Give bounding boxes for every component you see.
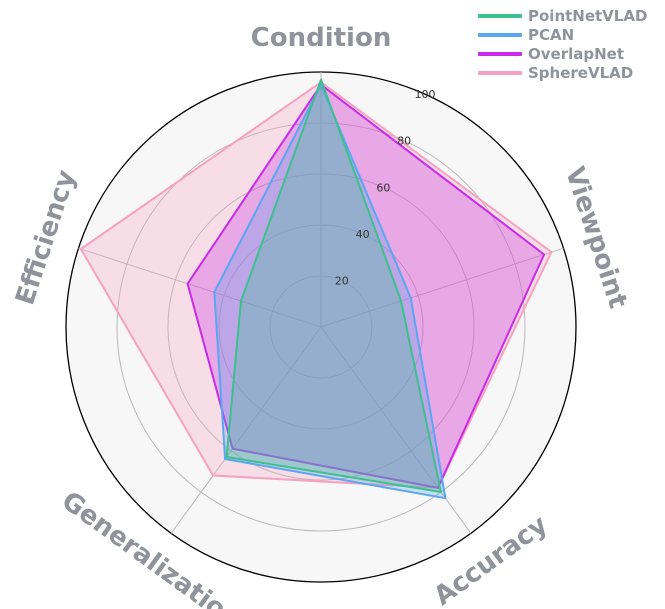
series-spherevlad-polygon — [79, 81, 553, 489]
legend-swatch — [478, 13, 522, 18]
radial-tick-label: 80 — [397, 135, 411, 148]
radial-tick-label: 20 — [335, 274, 349, 287]
legend-item: PointNetVLAD — [478, 6, 647, 25]
legend-item: OverlapNet — [478, 44, 647, 63]
series-overlapnet-polygon — [186, 83, 546, 489]
legend-swatch — [478, 70, 522, 75]
legend-item: SphereVLAD — [478, 63, 647, 82]
legend-label: SphereVLAD — [528, 63, 634, 82]
radial-tick-label: 60 — [376, 181, 390, 194]
radial-tick-label: 40 — [356, 228, 370, 241]
legend-label: OverlapNet — [528, 44, 624, 63]
legend-label: PointNetVLAD — [528, 6, 648, 25]
series-pcan-polygon — [213, 83, 447, 500]
legend: PointNetVLAD PCAN OverlapNet SphereVLAD — [478, 6, 647, 82]
legend-label: PCAN — [528, 25, 575, 44]
axis-spoke — [170, 326, 322, 534]
legend-item: PCAN — [478, 25, 647, 44]
legend-swatch — [478, 32, 522, 37]
axis-spoke — [78, 247, 322, 328]
legend-swatch — [478, 51, 522, 56]
axis-label-condition: Condition — [251, 23, 392, 53]
series-pointnetvlad-polygon — [225, 78, 442, 493]
axis-spoke — [320, 247, 564, 328]
radial-tick-label: 100 — [415, 88, 436, 101]
